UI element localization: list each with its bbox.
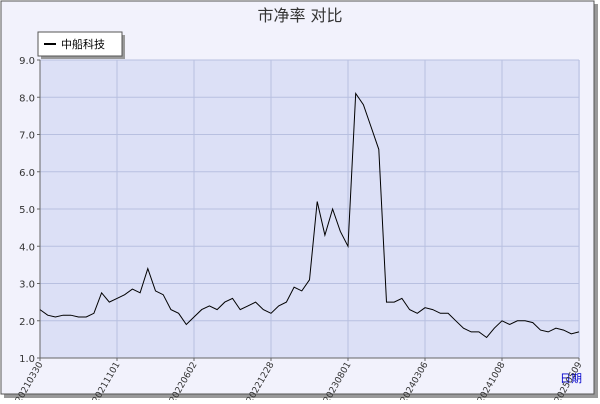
y-tick-label: 9.0	[19, 56, 35, 67]
y-tick-label: 3.0	[19, 280, 35, 291]
legend-label: 中船科技	[61, 37, 105, 51]
y-tick-label: 4.0	[19, 242, 35, 253]
y-tick-label: 8.0	[19, 93, 35, 104]
y-tick-label: 5.0	[19, 205, 35, 216]
y-tick-label: 1.0	[19, 354, 35, 365]
y-tick-label: 6.0	[19, 168, 35, 179]
y-tick-label: 2.0	[19, 317, 35, 328]
x-axis-label: 日期	[560, 372, 582, 385]
chart-title: 市净率 对比	[257, 6, 342, 25]
data-line	[39, 91, 580, 339]
y-tick-label: 7.0	[19, 131, 35, 142]
